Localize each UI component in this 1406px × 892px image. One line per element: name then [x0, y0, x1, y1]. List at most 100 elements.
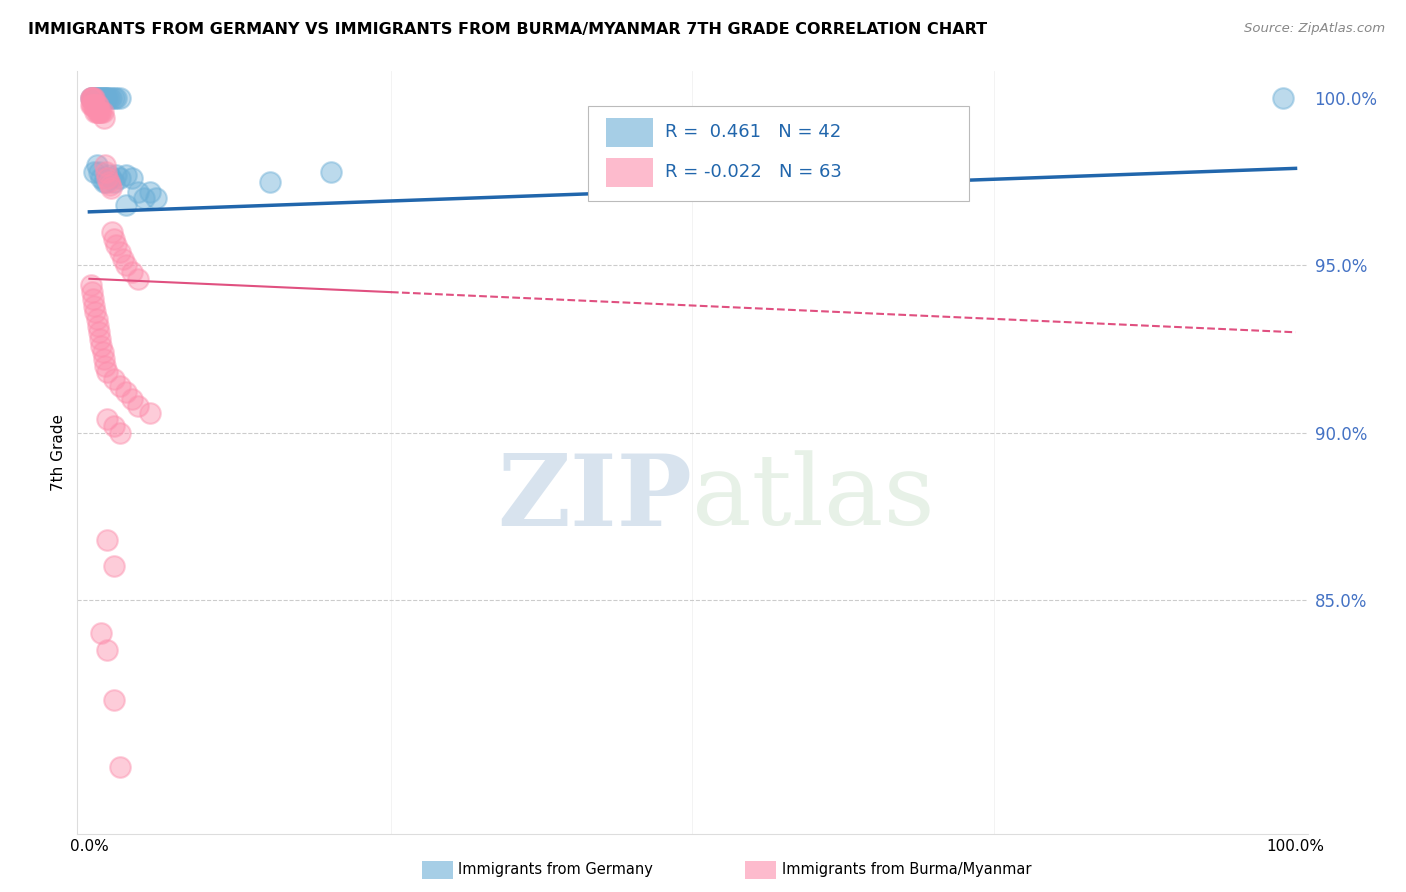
- Point: [79, 91, 101, 105]
- Point: [145, 192, 167, 206]
- Point: [91, 104, 114, 119]
- Point: [80, 285, 103, 300]
- Point: [96, 91, 118, 105]
- Point: [90, 171, 112, 186]
- Point: [114, 385, 136, 400]
- Point: [100, 91, 122, 105]
- Point: [91, 345, 114, 359]
- Point: [79, 278, 101, 293]
- Point: [97, 91, 120, 105]
- Point: [91, 91, 114, 105]
- Point: [96, 366, 118, 380]
- Point: [103, 419, 125, 434]
- Point: [138, 406, 160, 420]
- Point: [90, 104, 112, 119]
- Point: [89, 104, 111, 119]
- Point: [87, 318, 110, 333]
- Point: [97, 168, 120, 182]
- Point: [259, 175, 281, 189]
- Point: [87, 104, 110, 119]
- Point: [103, 91, 125, 105]
- Point: [79, 91, 101, 105]
- Point: [89, 332, 111, 346]
- Point: [96, 91, 118, 105]
- FancyBboxPatch shape: [588, 105, 969, 201]
- Text: Source: ZipAtlas.com: Source: ZipAtlas.com: [1244, 22, 1385, 36]
- Text: Immigrants from Burma/Myanmar: Immigrants from Burma/Myanmar: [782, 863, 1031, 877]
- Text: R = -0.022   N = 63: R = -0.022 N = 63: [665, 163, 842, 181]
- Point: [121, 171, 143, 186]
- Point: [114, 259, 136, 273]
- Point: [103, 559, 125, 574]
- Point: [138, 185, 160, 199]
- Point: [93, 112, 115, 126]
- Point: [87, 325, 110, 339]
- Y-axis label: 7th Grade: 7th Grade: [51, 414, 66, 491]
- Point: [84, 91, 107, 105]
- Point: [79, 98, 101, 112]
- Point: [82, 91, 104, 105]
- Text: Immigrants from Germany: Immigrants from Germany: [458, 863, 654, 877]
- Point: [83, 98, 105, 112]
- Point: [103, 693, 125, 707]
- Point: [84, 98, 107, 112]
- Point: [108, 245, 131, 260]
- Point: [93, 91, 115, 105]
- Point: [82, 91, 104, 105]
- Point: [83, 91, 105, 105]
- Point: [90, 91, 112, 105]
- Point: [94, 359, 117, 373]
- Point: [84, 104, 107, 119]
- Point: [96, 412, 118, 426]
- Point: [86, 158, 108, 172]
- Point: [97, 175, 120, 189]
- Text: R =  0.461   N = 42: R = 0.461 N = 42: [665, 123, 842, 141]
- Point: [108, 379, 131, 393]
- Point: [96, 171, 118, 186]
- Point: [108, 91, 131, 105]
- Point: [108, 171, 131, 186]
- Point: [86, 91, 108, 105]
- Point: [80, 98, 103, 112]
- Point: [96, 533, 118, 547]
- Point: [93, 175, 115, 189]
- Point: [127, 272, 149, 286]
- Point: [83, 165, 105, 179]
- Point: [127, 399, 149, 413]
- Text: atlas: atlas: [693, 450, 935, 546]
- Point: [104, 91, 127, 105]
- Point: [114, 198, 136, 212]
- Point: [862, 161, 884, 176]
- Point: [80, 91, 103, 105]
- Point: [101, 225, 124, 239]
- Point: [98, 178, 121, 193]
- Point: [87, 91, 110, 105]
- Point: [112, 252, 135, 266]
- Point: [86, 98, 108, 112]
- Point: [86, 104, 108, 119]
- Point: [94, 91, 117, 105]
- Point: [132, 192, 155, 206]
- FancyBboxPatch shape: [606, 158, 654, 186]
- Point: [104, 168, 127, 182]
- Point: [87, 165, 110, 179]
- Point: [83, 299, 105, 313]
- Point: [319, 165, 342, 179]
- Point: [87, 91, 110, 105]
- Point: [79, 91, 101, 105]
- Point: [82, 98, 104, 112]
- Point: [96, 175, 118, 189]
- Point: [83, 91, 105, 105]
- Point: [87, 98, 110, 112]
- Point: [108, 760, 131, 774]
- Point: [127, 185, 149, 199]
- Point: [93, 352, 115, 367]
- Point: [89, 91, 111, 105]
- Point: [121, 392, 143, 407]
- Point: [104, 238, 127, 252]
- Point: [108, 425, 131, 440]
- Text: IMMIGRANTS FROM GERMANY VS IMMIGRANTS FROM BURMA/MYANMAR 7TH GRADE CORRELATION C: IMMIGRANTS FROM GERMANY VS IMMIGRANTS FR…: [28, 22, 987, 37]
- Point: [82, 292, 104, 306]
- Point: [90, 626, 112, 640]
- Point: [1272, 91, 1295, 105]
